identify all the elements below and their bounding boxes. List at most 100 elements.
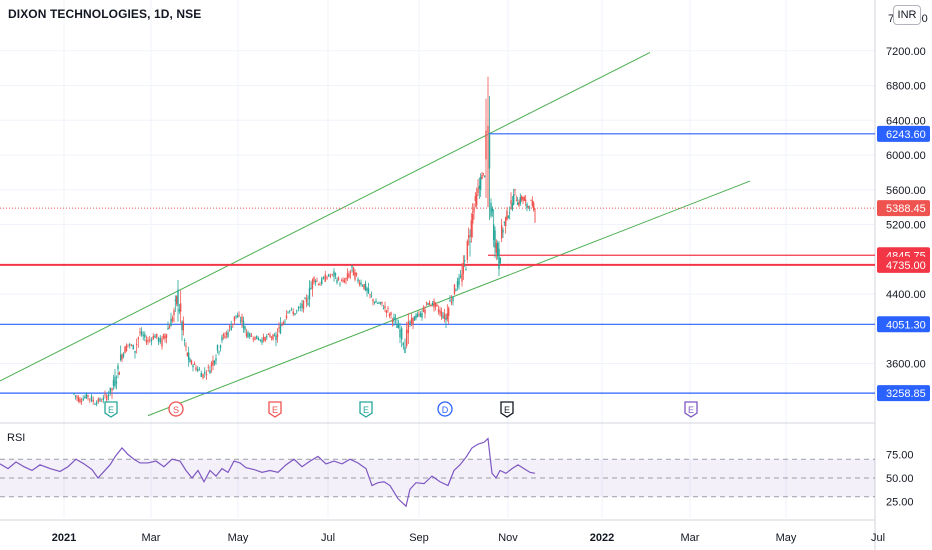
candle-body [376,302,379,304]
rsi-axis[interactable]: 75.00 50.00 25.00 [886,450,914,509]
candle-body [76,396,78,398]
candle-body [394,318,397,320]
candle-body [331,273,333,275]
candle-body [502,230,504,233]
candle-body [125,345,128,352]
candle-body [74,395,77,397]
candle-body [216,345,219,351]
candle-body [382,308,385,309]
candle-body [413,316,416,321]
candle-body [183,340,186,341]
candle-body [177,289,179,306]
candle-body [238,315,240,317]
event-marker-s[interactable]: S [168,401,184,417]
candle-body [202,373,204,378]
candle-body [357,279,359,282]
event-marker-e[interactable]: E [268,401,282,418]
candle-body [326,276,328,279]
candle-body [197,368,199,372]
event-marker-e[interactable]: E [359,401,373,418]
candle-body [121,354,123,360]
candle-body [516,202,519,205]
candle-body [459,275,462,278]
candle-body [244,326,246,330]
event-marker-e[interactable]: E [500,401,514,418]
candle-body [145,339,148,343]
candle-body [140,331,143,335]
candle-body [373,302,376,304]
candle-body [524,199,527,202]
candle-body [97,398,100,403]
channel-line-2 [147,180,751,417]
candle-body [241,316,243,322]
candle-body [458,277,460,285]
candle-body [94,404,96,405]
candle-body [390,312,392,315]
currency-button[interactable]: INR [893,5,921,25]
time-axis[interactable]: 2021 Mar May Jul Sep Nov 2022 Mar May Jul [52,532,885,544]
candle-body [200,372,202,378]
candle-body [149,339,151,341]
candle-body [520,196,523,201]
candle-body [156,333,158,338]
event-marker-d[interactable]: D [437,401,453,417]
candle-body [530,199,532,201]
event-marker-e[interactable]: E [104,401,118,418]
candle-body [261,339,263,343]
event-marker-e[interactable]: E [684,401,698,418]
candle-body [440,311,443,317]
candle-body [354,271,356,280]
candle-body [127,344,129,346]
candle-body [164,335,166,339]
time-tick-label: Mar [142,532,161,544]
candle-body [115,381,118,384]
candle-body [421,313,423,318]
candle-body [130,344,133,346]
candle-body [399,329,401,338]
candle-body [182,321,185,331]
candle-body [496,243,499,256]
candle-body [443,313,446,319]
candle-body [322,277,325,279]
candle-body [222,334,225,337]
candle-body [352,267,355,276]
candle-body [387,308,389,309]
candle-body [250,335,253,337]
candle-body [439,310,441,314]
candle-body [479,177,482,190]
candle-body [367,288,370,294]
price-tick-label: 3600.00 [886,359,926,371]
candle-body [190,360,193,365]
candle-body [469,241,471,243]
time-tick-label: Jul [321,532,335,544]
candle-body [122,353,125,357]
candle-body [523,197,526,201]
candle-body [508,212,511,214]
candle-body [410,318,413,324]
rsi-label: RSI [7,432,26,444]
candle-body [532,202,535,211]
level-price-tag: 3258.85 [886,388,926,400]
candle-body [478,185,481,190]
candle-body [304,298,306,300]
candle-body [162,334,165,339]
candle-body [107,394,110,397]
candle-body [366,288,368,291]
candle-body [346,273,349,279]
candle-body [227,332,229,337]
event-marker-badge [104,401,118,418]
candle-body [317,283,320,285]
candle-body [518,202,520,206]
candle-body [212,360,214,366]
channel-lines [0,52,751,417]
current-price-tag-bg [877,200,930,217]
candle-body [340,280,343,282]
candle-body [431,302,434,306]
event-marker-letter: S [173,405,179,415]
candle-body [235,315,237,317]
candle-body [507,216,510,218]
price-axis[interactable]: 7600.007200.006800.006400.006000.005600.… [877,13,930,402]
candle-body [379,301,382,304]
